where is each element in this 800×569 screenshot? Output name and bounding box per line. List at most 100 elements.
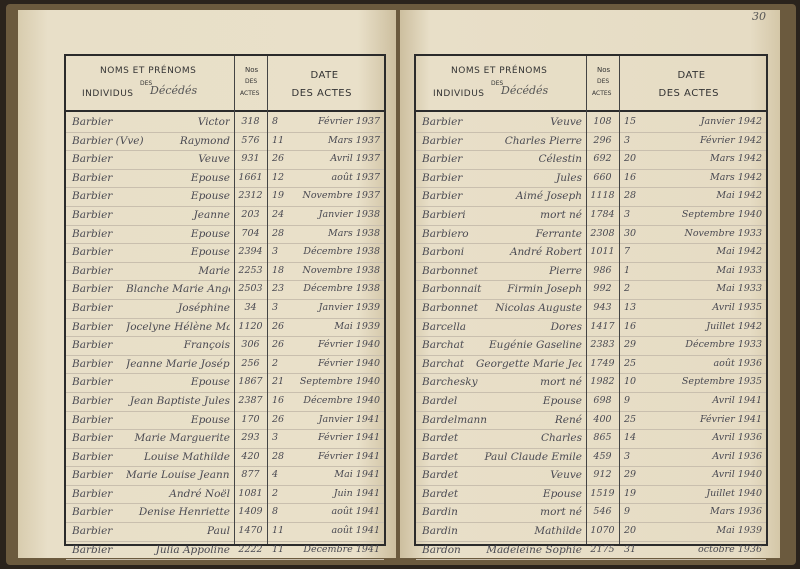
surname: Barbier xyxy=(72,394,113,407)
deces-handwritten: Décédés xyxy=(150,84,198,97)
surname: Barbiero xyxy=(422,227,469,240)
act-day: 2 xyxy=(272,357,279,369)
given-names: Epouse xyxy=(542,487,582,500)
act-number: 256 xyxy=(241,357,260,369)
surname: Barboni xyxy=(422,246,465,259)
table-row: Barbier Julia Appoline 2222 11 Décembre 1941 xyxy=(66,542,384,561)
surname: Barbier xyxy=(72,357,113,370)
act-month-year: Avril 1936 xyxy=(712,432,762,444)
act-number: 931 xyxy=(241,153,260,165)
column-divider xyxy=(267,56,268,544)
table-row: Barbier Jeanne 203 24 Janvier 1938 xyxy=(66,207,384,226)
table-row: Bardon Madeleine Sophie 2175 31 octobre 1936 xyxy=(416,542,766,561)
date-header-2: DES ACTES xyxy=(291,88,352,99)
given-names: Nicolas Auguste xyxy=(495,301,582,314)
act-number: 318 xyxy=(241,116,260,127)
table-row: Barbier Marie 2253 18 Novembre 1938 xyxy=(66,263,384,282)
table-row: Barbier Epouse 170 26 Janvier 1941 xyxy=(66,412,384,431)
given-names: Veuve xyxy=(198,153,230,166)
act-day: 11 xyxy=(272,543,285,555)
surname: Barcella xyxy=(422,320,467,333)
act-number: 692 xyxy=(593,153,612,165)
given-names: Epouse xyxy=(542,394,582,407)
surname: Barbonnait xyxy=(422,283,482,296)
act-number: 1519 xyxy=(590,487,615,499)
register-table-left: NOMS ET PRÉNOMS DES INDIVIDUS Décédés Nos DES… xyxy=(64,54,386,561)
act-number: 400 xyxy=(593,413,612,425)
act-month-year: Mai 1942 xyxy=(716,246,762,258)
table-row: Barbier Epouse 2394 3 Décembre 1938 xyxy=(66,244,384,263)
table-row: Barbier Paul 1470 11 août 1941 xyxy=(66,523,384,542)
register-table-right: NOMS ET PRÉNOMS DES INDIVIDUS Décédés Nos DES… xyxy=(414,54,768,561)
act-month-year: août 1941 xyxy=(331,506,380,518)
act-number: 1982 xyxy=(590,376,615,388)
surname: Bardet xyxy=(422,450,459,463)
surname: Barbier xyxy=(72,116,113,128)
table-row: Barbier Marie Louise Jeanne 877 4 Mai 1941 xyxy=(66,467,384,486)
table-row: Barbier François 306 26 Février 1940 xyxy=(66,337,384,356)
act-month-year: Septembre 1940 xyxy=(681,208,762,220)
act-month-year: Juillet 1940 xyxy=(706,487,762,499)
given-names: François xyxy=(183,339,230,352)
given-names: Epouse xyxy=(190,246,230,259)
act-day: 18 xyxy=(272,264,285,276)
names-header-individus: INDIVIDUS xyxy=(82,89,134,99)
given-names: Madeleine Sophie xyxy=(486,543,582,556)
surname: Bardel xyxy=(422,394,458,407)
table-row: Barbier Marie Marguerite 293 3 Février 1941 xyxy=(66,430,384,449)
act-month-year: Décembre 1938 xyxy=(303,283,380,295)
given-names: Epouse xyxy=(190,227,230,240)
surname: Barbier xyxy=(72,246,113,259)
act-month-year: Décembre 1938 xyxy=(303,246,380,258)
num-header-2: DES xyxy=(597,78,610,85)
surname: Bardet xyxy=(422,469,459,482)
surname: Barbier xyxy=(422,134,463,147)
act-number: 1417 xyxy=(590,320,615,332)
act-number: 34 xyxy=(244,301,257,313)
given-names: Blanche Marie Angèle xyxy=(126,283,230,296)
given-names: Epouse xyxy=(190,190,230,203)
act-day: 2 xyxy=(624,283,631,295)
date-header-1: DATE xyxy=(677,70,706,81)
act-day: 3 xyxy=(624,450,631,462)
act-day: 26 xyxy=(272,153,285,165)
names-header-des: DES xyxy=(140,80,153,87)
table-row: Barbier Jules 660 16 Mars 1942 xyxy=(416,170,766,189)
act-month-year: Mars 1937 xyxy=(327,134,380,146)
given-names: mort né xyxy=(540,506,582,519)
act-day: 19 xyxy=(624,487,637,499)
surname: Barbonnet xyxy=(422,301,478,314)
table-row: Bardet Charles 865 14 Avril 1936 xyxy=(416,430,766,449)
act-day: 7 xyxy=(624,246,631,258)
given-names: Epouse xyxy=(190,171,230,184)
act-month-year: Mars 1942 xyxy=(709,171,762,183)
act-month-year: Février 1940 xyxy=(317,357,380,369)
table-row: Bardel Epouse 698 9 Avril 1941 xyxy=(416,393,766,412)
act-day: 20 xyxy=(624,525,637,537)
table-row: Barbier Denise Henriette 1409 8 août 1941 xyxy=(66,504,384,524)
table-row: Bardet Paul Claude Emile 459 3 Avril 1936 xyxy=(416,449,766,468)
act-day: 29 xyxy=(624,469,637,481)
act-day: 8 xyxy=(272,506,279,518)
given-names: Marie Marguerite xyxy=(134,432,230,445)
act-month-year: Décembre 1941 xyxy=(303,543,380,555)
act-number: 576 xyxy=(241,134,260,146)
given-names: Mathilde xyxy=(534,525,582,538)
given-names: Victor xyxy=(197,116,230,128)
given-names: Paul xyxy=(207,525,230,538)
act-day: 2 xyxy=(272,487,279,499)
num-header-1: Nos xyxy=(597,66,611,74)
act-number: 108 xyxy=(593,116,612,127)
act-month-year: Juillet 1942 xyxy=(706,320,762,332)
act-number: 698 xyxy=(593,394,612,406)
column-divider xyxy=(619,56,620,544)
surname: Barbier xyxy=(72,339,113,352)
act-day: 21 xyxy=(272,376,285,388)
act-number: 660 xyxy=(593,171,612,183)
act-day: 3 xyxy=(272,301,279,313)
surname: Barbier xyxy=(422,190,463,203)
given-names: Firmin Joseph xyxy=(507,283,582,296)
num-header-2: DES xyxy=(245,78,258,85)
given-names: René xyxy=(554,413,582,426)
surname: Barbier xyxy=(72,469,113,482)
